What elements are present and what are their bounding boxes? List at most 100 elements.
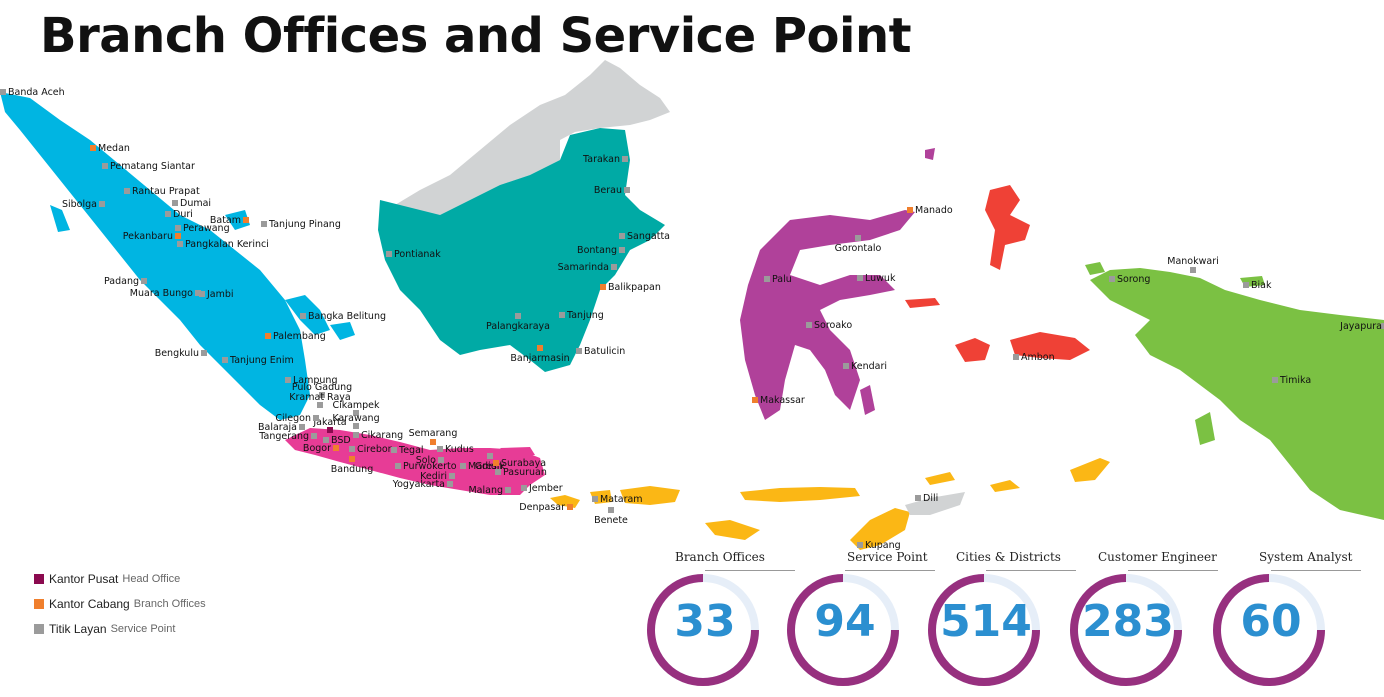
city-label: Bontang bbox=[577, 245, 617, 256]
city-marker-gresik: Gresik bbox=[475, 453, 505, 472]
service-point-marker bbox=[165, 211, 171, 217]
service-point-marker bbox=[437, 446, 443, 452]
legend-label: Kantor Cabang bbox=[49, 596, 130, 611]
city-marker-bogor: Bogor bbox=[303, 443, 339, 454]
service-point-marker bbox=[313, 415, 319, 421]
city-label: Balikpapan bbox=[608, 282, 661, 293]
city-marker-perawang: Perawang bbox=[175, 223, 230, 234]
city-marker-sibolga: Sibolga bbox=[62, 199, 105, 210]
city-label: Malang bbox=[468, 485, 503, 496]
city-marker-bangka-belitung: Bangka Belitung bbox=[300, 311, 386, 322]
legend-label: Kantor Pusat bbox=[49, 571, 119, 586]
sulawesi-region bbox=[740, 210, 915, 420]
city-marker-kupang: Kupang bbox=[857, 540, 901, 551]
seram-island bbox=[1010, 332, 1090, 360]
city-marker-manado: Manado bbox=[907, 205, 953, 216]
city-label: Samarinda bbox=[558, 262, 609, 273]
city-marker-bontang: Bontang bbox=[577, 245, 625, 256]
madura-island bbox=[500, 447, 535, 456]
city-marker-karawang: Karawang bbox=[332, 413, 380, 429]
service-point-marker bbox=[175, 225, 181, 231]
city-marker-cikampek: Cikampek bbox=[332, 400, 380, 416]
city-label: Cirebon bbox=[357, 444, 394, 455]
city-marker-pontianak: Pontianak bbox=[386, 249, 441, 260]
sumba-island bbox=[705, 520, 760, 540]
city-markers-layer: Banda Aceh Medan Pematang Siantar Rantau Pr… bbox=[0, 87, 1384, 551]
city-marker-padang: Padang bbox=[104, 276, 147, 287]
city-marker-jambi: Jambi bbox=[199, 289, 234, 300]
city-label: Jakarta bbox=[312, 417, 346, 428]
city-label: Gresik bbox=[475, 461, 505, 472]
city-marker-gorontalo: Gorontalo bbox=[835, 235, 882, 254]
halmahera-island bbox=[985, 185, 1030, 270]
service-point-marker bbox=[619, 233, 625, 239]
city-label: Manado bbox=[915, 205, 953, 216]
city-marker-cikarang: Cikarang bbox=[353, 430, 403, 441]
service-point-marker bbox=[323, 437, 329, 443]
city-marker-cilegon: Cilegon bbox=[275, 413, 319, 424]
branch-office-marker bbox=[90, 145, 96, 151]
city-marker-surabaya: Surabaya bbox=[493, 458, 546, 469]
sumbawa-island bbox=[620, 486, 680, 505]
wetar-island bbox=[990, 480, 1020, 492]
stat-label: Service Point bbox=[847, 550, 928, 564]
city-label: Dumai bbox=[180, 198, 211, 209]
service-point-marker bbox=[201, 350, 207, 356]
city-marker-palu: Palu bbox=[764, 274, 792, 285]
city-label: Tarakan bbox=[582, 154, 620, 165]
bangka-island bbox=[285, 295, 330, 335]
timor-west bbox=[850, 508, 910, 550]
city-label: Tegal bbox=[398, 445, 424, 456]
city-marker-batam: Batam bbox=[210, 215, 249, 226]
service-point-marker bbox=[1013, 354, 1019, 360]
branch-office-marker bbox=[567, 504, 573, 510]
city-label: Sangatta bbox=[627, 231, 670, 242]
city-marker-denpasar: Denpasar bbox=[519, 502, 573, 513]
city-marker-solo: Solo bbox=[416, 455, 444, 466]
branch-office-marker bbox=[537, 345, 543, 351]
city-marker-bandung: Bandung bbox=[331, 456, 373, 475]
city-marker-semarang: Semarang bbox=[409, 428, 457, 445]
borneo-foreign-region bbox=[395, 60, 670, 220]
city-label: Balaraja bbox=[258, 422, 297, 433]
legend-item-head-office: Kantor Pusat Head Office bbox=[34, 566, 206, 591]
city-marker-purwokerto: Purwokerto bbox=[395, 461, 457, 472]
branch-office-marker bbox=[493, 460, 499, 466]
stat-ring bbox=[928, 574, 1040, 686]
branch-office-marker bbox=[430, 439, 436, 445]
service-point-marker bbox=[843, 363, 849, 369]
city-label: Banda Aceh bbox=[8, 87, 65, 98]
legend-label: Titik Layan bbox=[49, 621, 107, 636]
city-label: Sibolga bbox=[62, 199, 97, 210]
city-label: Purwokerto bbox=[403, 461, 457, 472]
service-point-marker bbox=[285, 377, 291, 383]
branch-office-marker bbox=[333, 445, 339, 451]
service-point-marker bbox=[576, 348, 582, 354]
service-point-marker bbox=[1381, 323, 1384, 329]
service-point-marker bbox=[495, 469, 501, 475]
kalimantan-region bbox=[378, 128, 665, 372]
city-label: Lampung bbox=[293, 375, 337, 386]
city-label: Biak bbox=[1251, 280, 1272, 291]
city-label: Bengkulu bbox=[155, 348, 199, 359]
branch-office-marker bbox=[175, 233, 181, 239]
city-label: Surabaya bbox=[501, 458, 546, 469]
stat-system-analyst: System Analyst 60 bbox=[1211, 550, 1361, 690]
stat-customer-engineer: Customer Engineer 283 bbox=[1068, 550, 1218, 690]
service-point-marker bbox=[353, 410, 359, 416]
city-marker-kudus: Kudus bbox=[437, 444, 474, 455]
service-point-marker bbox=[1272, 377, 1278, 383]
stat-service-point: Service Point 94 bbox=[785, 550, 935, 690]
city-marker-jember: Jember bbox=[521, 483, 563, 494]
city-label: Tanjung bbox=[566, 310, 604, 321]
service-point-marker bbox=[438, 457, 444, 463]
city-label: Benete bbox=[594, 515, 628, 526]
city-marker-tanjung-enim: Tanjung Enim bbox=[222, 355, 294, 366]
city-label: Tanjung Enim bbox=[229, 355, 294, 366]
city-label: Banjarmasin bbox=[510, 353, 569, 364]
stat-cities-districts: Cities & Districts 514 bbox=[926, 550, 1076, 690]
stat-value: 94 bbox=[814, 596, 876, 647]
service-point-marker bbox=[449, 473, 455, 479]
stat-value: 283 bbox=[1082, 596, 1174, 647]
city-marker-pekanbaru: Pekanbaru bbox=[123, 231, 181, 242]
